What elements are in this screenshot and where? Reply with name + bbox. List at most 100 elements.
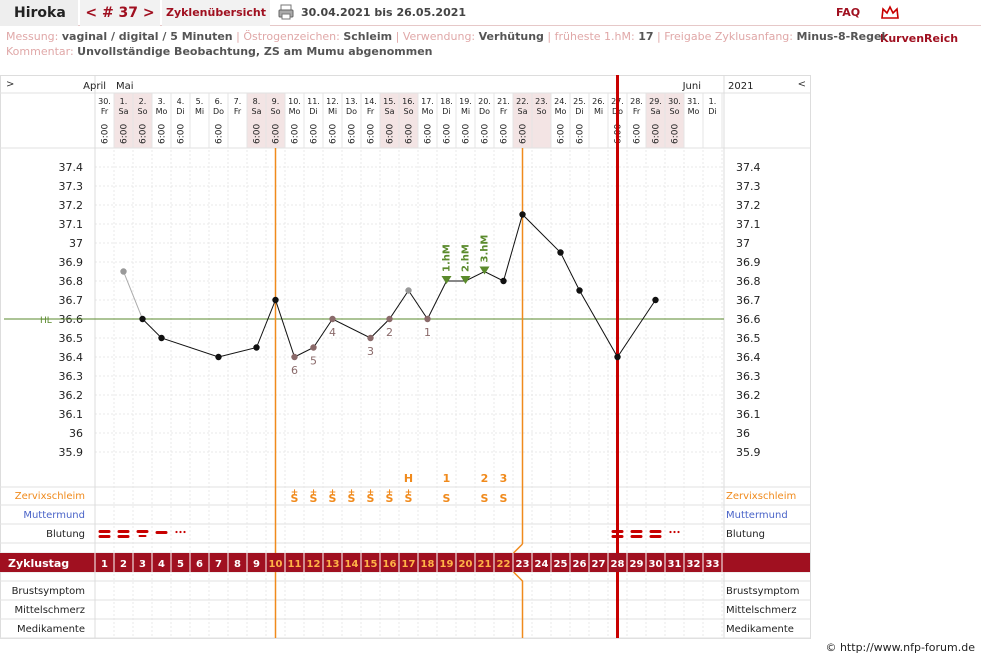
weekend-shade xyxy=(247,93,266,148)
cycle-navigator[interactable]: < # 37 > xyxy=(80,0,160,26)
weekend-shade xyxy=(665,93,684,148)
y-tick-left: 36.2 xyxy=(59,389,84,402)
y-tick-right: 37.3 xyxy=(736,180,761,193)
day-weekday: Mi xyxy=(594,107,603,116)
mucus-symbol: S xyxy=(348,492,356,505)
temperature-excluded-link xyxy=(123,271,143,320)
measure-time: 6:00 xyxy=(272,124,282,144)
day-weekday: So xyxy=(537,107,547,116)
y-tick-right: 36.2 xyxy=(736,389,761,402)
day-weekday: Do xyxy=(213,107,224,116)
measure-time: 6:00 xyxy=(462,124,472,144)
cycle-day-number: 3 xyxy=(139,559,146,570)
measure-time: 6:00 xyxy=(215,124,225,144)
day-weekday: Fr xyxy=(234,107,242,116)
low-measure-label: 3 xyxy=(367,345,374,358)
y-tick-right: 36.5 xyxy=(736,332,761,345)
cycle-day-number: 9 xyxy=(253,559,260,570)
low-measure-label: 4 xyxy=(329,326,336,339)
cycle-day-number: 22 xyxy=(497,559,511,570)
day-weekday: Fr xyxy=(500,107,508,116)
mucus-symbol: S xyxy=(405,492,413,505)
kommentar-value: Unvollständige Beobachtung, ZS am Mumu a… xyxy=(77,45,433,58)
day-weekday: Di xyxy=(708,107,716,116)
day-number: 17. xyxy=(421,97,434,106)
bleeding-heavy xyxy=(630,530,643,533)
y-tick-right: 36.6 xyxy=(736,313,761,326)
cycle-day-number: 4 xyxy=(158,559,165,570)
day-weekday: Fr xyxy=(367,107,375,116)
weekend-shade xyxy=(532,93,551,148)
day-number: 31. xyxy=(687,97,700,106)
cycle-info: Messung: vaginal / digital / 5 Minuten |… xyxy=(6,30,886,58)
cycle-day-number: 20 xyxy=(459,559,473,570)
temperature-point xyxy=(576,287,583,294)
y-tick-left: 37.1 xyxy=(59,218,84,231)
mucus-symbol: S xyxy=(481,492,489,505)
day-weekday: So xyxy=(138,107,148,116)
y-tick-left: 36.1 xyxy=(59,408,84,421)
month-label: Mai xyxy=(116,81,134,92)
day-weekday: Mo xyxy=(688,107,700,116)
day-weekday: Mo xyxy=(422,107,434,116)
bleeding-heavy xyxy=(98,535,111,538)
faq-link[interactable]: FAQ xyxy=(836,6,861,19)
messung-label: Messung: xyxy=(6,30,59,43)
bleeding-light xyxy=(155,531,168,534)
day-weekday: Do xyxy=(479,107,490,116)
mucus-quality: + xyxy=(386,488,394,498)
day-weekday: So xyxy=(670,107,680,116)
measure-time: 6:00 xyxy=(158,124,168,144)
day-weekday: Sa xyxy=(119,107,129,116)
day-number: 30. xyxy=(668,97,681,106)
printer-icon[interactable] xyxy=(278,4,294,20)
y-tick-right: 36.4 xyxy=(736,351,761,364)
y-tick-right: 37 xyxy=(736,237,750,250)
temperature-point xyxy=(139,315,146,323)
day-weekday: Di xyxy=(442,107,450,116)
y-tick-right: 36.7 xyxy=(736,294,761,307)
day-number: 12. xyxy=(326,97,339,106)
y-tick-left: 36.5 xyxy=(59,332,84,345)
row-label-brust: Brustsymptom xyxy=(12,586,85,597)
bleeding-heavy xyxy=(98,530,111,533)
weekend-shade xyxy=(133,93,152,148)
brand-logo[interactable]: KurvenReich xyxy=(880,0,980,45)
temperature-point xyxy=(367,334,374,342)
measure-time: 6:00 xyxy=(139,124,149,144)
cycle-day-number: 21 xyxy=(478,559,492,570)
y-tick-left: 37.3 xyxy=(59,180,84,193)
temperature-point xyxy=(158,334,165,342)
day-number: 19. xyxy=(459,97,472,106)
temperature-point xyxy=(310,344,317,351)
row-label-zervix-right: Zervixschleim xyxy=(726,491,796,502)
bleeding-medium xyxy=(138,535,147,537)
cycle-overview-link[interactable]: Zyklenübersicht xyxy=(162,0,270,26)
y-tick-left: 36.7 xyxy=(59,294,84,307)
measure-time: 6:00 xyxy=(253,124,263,144)
day-number: 3. xyxy=(158,97,166,106)
day-weekday: Sa xyxy=(518,107,528,116)
temperature-point xyxy=(424,315,431,323)
mucus-quality: + xyxy=(348,488,356,498)
peak-marker: H xyxy=(404,472,413,485)
low-measure-label: 6 xyxy=(291,364,298,377)
day-weekday: Di xyxy=(176,107,184,116)
measure-time: 6:00 xyxy=(291,124,301,144)
nav-right-button[interactable]: < xyxy=(798,79,806,90)
measure-time: 6:00 xyxy=(671,124,681,144)
month-label: April xyxy=(83,81,106,92)
y-tick-right: 35.9 xyxy=(736,446,761,459)
user-name: Hiroka xyxy=(0,0,78,26)
cycle-day-number: 13 xyxy=(326,559,340,570)
cycle-day-number: 5 xyxy=(177,559,184,570)
day-weekday: Mi xyxy=(461,107,470,116)
nav-left-button[interactable]: > xyxy=(6,79,14,90)
cycle-day-number: 33 xyxy=(706,559,720,570)
temperature-point xyxy=(329,315,336,323)
low-measure-label: 5 xyxy=(310,355,317,368)
bleeding-heavy xyxy=(649,535,662,538)
day-weekday: Mi xyxy=(195,107,204,116)
y-tick-right: 36 xyxy=(736,427,750,440)
cycle-day-number: 27 xyxy=(592,559,606,570)
